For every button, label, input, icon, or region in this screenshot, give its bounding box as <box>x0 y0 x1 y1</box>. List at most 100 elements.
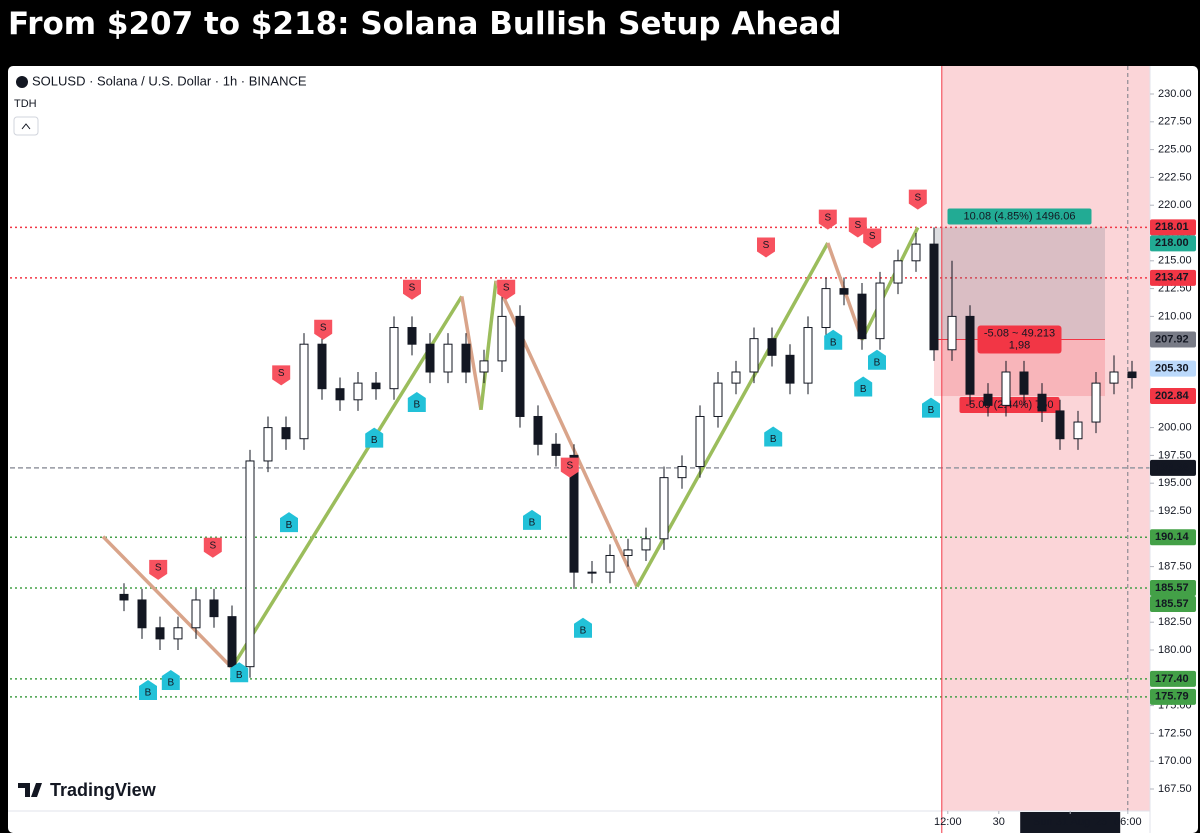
price-tag-label: 185.57 <box>1155 582 1189 594</box>
candle-body <box>569 454 579 573</box>
candle-body <box>875 282 885 340</box>
y-tick-label: 180.00 <box>1158 644 1192 656</box>
y-tick-label: 210.00 <box>1158 310 1192 322</box>
y-tick-label: 187.50 <box>1158 561 1192 573</box>
signal-label: S <box>566 460 573 471</box>
candle-body <box>137 599 147 629</box>
buy-signal <box>230 662 249 683</box>
buy-signal <box>824 329 843 350</box>
candle-body <box>605 554 615 573</box>
signal-label: S <box>320 322 327 333</box>
candle-body <box>965 315 975 395</box>
signal-label: B <box>928 405 935 416</box>
candle-body <box>1019 371 1029 395</box>
candle-body <box>767 338 777 356</box>
candle-body <box>623 549 633 556</box>
price-tag <box>1150 596 1196 613</box>
sell-signal <box>863 228 882 249</box>
sell-signal <box>560 457 579 478</box>
signal-label: S <box>209 540 216 551</box>
price-tag-label: 213.47 <box>1155 272 1189 284</box>
candle-body <box>1037 393 1047 412</box>
candle-body <box>497 315 507 362</box>
session-highlight <box>941 66 1150 811</box>
signal-label: S <box>278 368 285 379</box>
price-tag-label: 175.79 <box>1155 691 1189 703</box>
sell-signal <box>272 365 291 386</box>
candle-body <box>371 382 381 390</box>
position-center-label-bg <box>977 325 1062 354</box>
buy-signal <box>139 680 157 701</box>
price-tag <box>1150 360 1196 377</box>
zigzag-segment <box>860 226 920 341</box>
candle-body <box>839 288 849 295</box>
buy-signal <box>523 509 541 530</box>
page-title: From $207 to $218: Solana Bullish Setup … <box>8 6 842 42</box>
signal-label: B <box>286 520 293 531</box>
buy-signal <box>407 392 426 413</box>
candle-body <box>911 243 921 262</box>
buy-signal <box>764 426 783 447</box>
signal-label: S <box>155 563 162 574</box>
x-tick-label: Sun 31 Aug '25 <box>1033 816 1107 828</box>
signal-label: B <box>580 625 587 636</box>
collapse-icon <box>21 123 31 130</box>
zigzag-segment <box>230 295 464 669</box>
signal-label: S <box>409 282 416 293</box>
sell-signal <box>848 217 867 238</box>
zigzag-segment <box>479 280 498 411</box>
position-center-label: -5.08 ~ 49.213 <box>984 327 1055 339</box>
y-tick-label: 200.00 <box>1158 422 1192 434</box>
signal-label: S <box>914 192 921 203</box>
y-tick-label: 220.00 <box>1158 199 1192 211</box>
candle-body <box>299 343 309 440</box>
candle-body <box>1073 421 1083 440</box>
price-tag <box>1150 688 1196 705</box>
candle-body <box>1055 410 1065 440</box>
y-tick-label: 225.00 <box>1158 144 1192 156</box>
candle-body <box>713 382 723 417</box>
buy-signal <box>854 376 873 397</box>
buy-signal <box>365 427 384 448</box>
candle-body <box>209 599 219 618</box>
y-tick-label: 215.00 <box>1158 255 1192 267</box>
symbol-label: SOLUSD · Solana / U.S. Dollar · 1h · BIN… <box>32 73 307 88</box>
price-tag-label: 205.30 <box>1155 363 1189 375</box>
zigzag-segment <box>460 296 483 411</box>
signal-label: S <box>763 240 770 251</box>
buy-signal <box>280 512 298 533</box>
price-tag <box>1150 388 1196 405</box>
signal-label: B <box>236 670 243 681</box>
signal-label: B <box>770 434 777 445</box>
sell-signal <box>818 209 837 230</box>
price-tag-label: 202.84 <box>1155 390 1190 402</box>
buy-signal <box>161 670 180 691</box>
sell-signal <box>403 279 421 300</box>
candle-body <box>749 338 759 373</box>
candle-body <box>389 327 399 390</box>
signal-label: S <box>869 231 876 242</box>
signal-label: B <box>874 357 881 368</box>
candle-body <box>353 382 363 401</box>
y-tick-label: 195.00 <box>1158 477 1192 489</box>
price-tag <box>1150 670 1196 687</box>
price-tag-label: 196.38 <box>1155 462 1189 474</box>
candle-body <box>641 538 651 551</box>
candle-body <box>785 354 795 384</box>
collapse-button[interactable] <box>13 116 39 136</box>
chart-panel <box>8 66 1198 833</box>
symbol-icon <box>16 76 28 88</box>
price-tag-label: 218.00 <box>1155 237 1189 249</box>
x-tick-label: 30 <box>993 816 1005 828</box>
indicator-label: TDH <box>14 98 37 110</box>
candle-body <box>947 315 957 351</box>
price-tag <box>1150 331 1196 348</box>
zigzag-segment <box>101 535 234 670</box>
candle-body <box>677 466 687 479</box>
signal-label: B <box>167 678 174 689</box>
brand-logo <box>18 783 42 797</box>
candle-body <box>191 599 201 629</box>
candle-body <box>173 627 183 640</box>
candle-body <box>803 327 813 384</box>
